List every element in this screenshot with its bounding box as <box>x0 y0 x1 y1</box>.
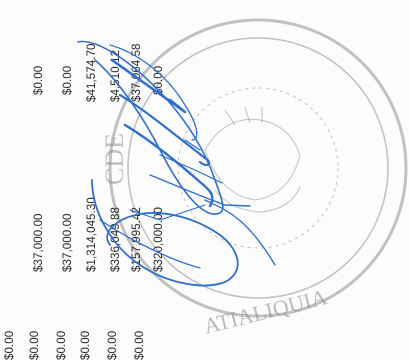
table-cell: $37,064.58 <box>131 43 143 102</box>
table-cell: $0.00 <box>56 330 68 360</box>
table-cell: $4,510.12 <box>110 49 122 102</box>
table-cell: $0.00 <box>4 330 16 360</box>
table-cell: $0.00 <box>33 65 45 95</box>
table-cell: $37,000.00 <box>33 213 45 272</box>
seal-left-text: CDE <box>100 133 129 185</box>
table-cell: $0.00 <box>80 330 92 360</box>
table-cell: $336,049.88 <box>110 206 122 272</box>
table-cell: $157,995.42 <box>131 206 143 272</box>
table-cell: $0.00 <box>153 65 165 95</box>
table-cell: $41,574.70 <box>86 43 98 102</box>
table-cell: $37,000.00 <box>62 213 74 272</box>
seal-emblem <box>204 118 301 201</box>
table-cell: $1,314,045.30 <box>86 197 98 272</box>
seal-emblem-ring <box>177 87 339 249</box>
seal-inner-ring <box>127 37 389 299</box>
table-cell: $320,000.00 <box>153 206 165 272</box>
table-cell: $0.00 <box>107 330 119 360</box>
table-cell: $0.00 <box>134 330 146 360</box>
table-cell: $0.00 <box>62 65 74 95</box>
table-cell: $0.00 <box>29 330 41 360</box>
